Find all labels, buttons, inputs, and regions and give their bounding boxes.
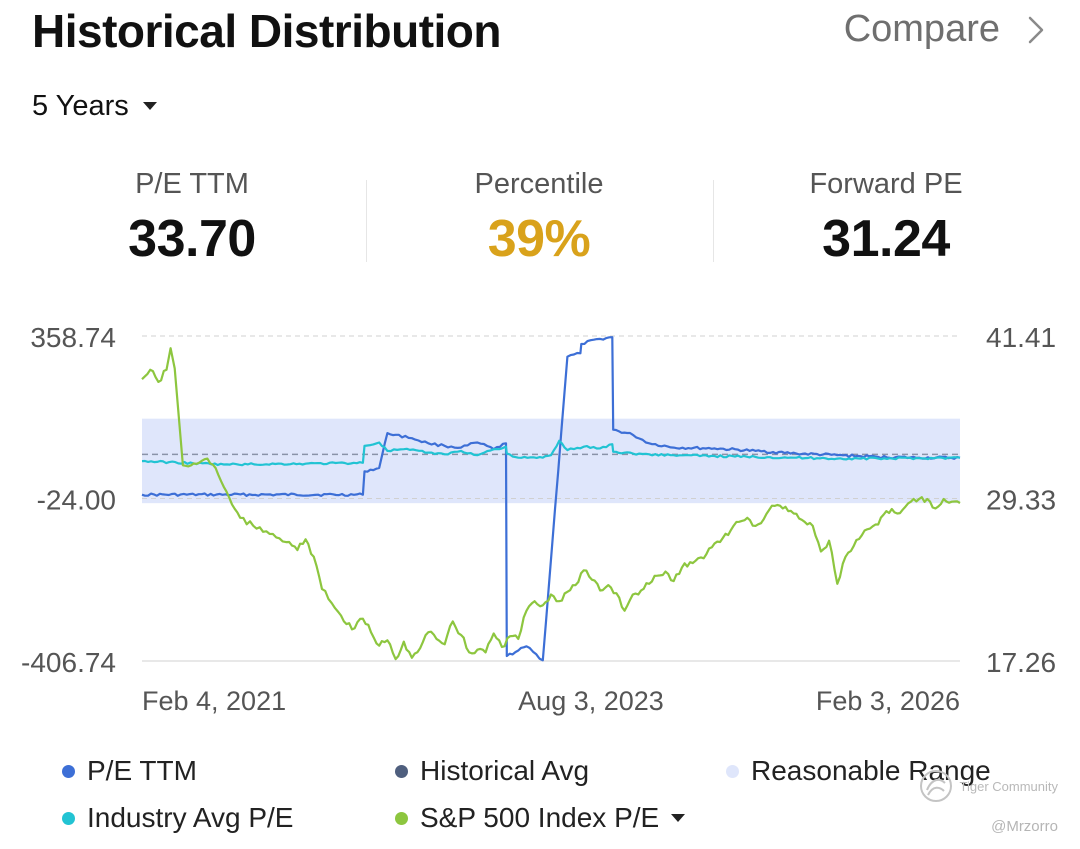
period-dropdown[interactable]: 5 Years (32, 90, 157, 123)
legend-item-reasonable-range[interactable]: Reasonable Range (726, 755, 991, 787)
y-left-tick-label: -24.00 (37, 485, 116, 516)
legend: P/E TTM Historical Avg Reasonable Range … (0, 745, 1080, 845)
caret-down-icon[interactable] (671, 813, 686, 823)
tiger-logo-icon (919, 770, 952, 802)
legend-label: P/E TTM (87, 755, 197, 786)
reasonable-range-band (142, 418, 960, 504)
y-right-tick-label: 41.41 (986, 322, 1056, 353)
legend-item-sp500[interactable]: S&P 500 Index P/E (395, 802, 686, 834)
metric-label: Forward PE (809, 168, 963, 200)
metric-divider (713, 180, 714, 262)
y-left-tick-label: 358.74 (30, 322, 116, 353)
metric-label: P/E TTM (135, 168, 249, 200)
metric-forward-pe: Forward PE 31.24 (706, 168, 1066, 269)
y-left-tick-label: -406.74 (21, 647, 116, 678)
x-tick-label: Feb 3, 2026 (816, 686, 960, 716)
legend-label: Reasonable Range (751, 755, 991, 786)
compare-label: Compare (843, 8, 1000, 50)
legend-label: Industry Avg P/E (87, 802, 294, 833)
watermark: Tiger Community (918, 768, 1058, 804)
x-tick-label: Feb 4, 2021 (142, 686, 286, 716)
legend-dot (395, 764, 408, 778)
metric-pe-ttm: P/E TTM 33.70 (12, 168, 372, 269)
sp500-line (141, 347, 961, 661)
legend-label: Historical Avg (420, 755, 590, 786)
legend-dot (62, 764, 75, 778)
legend-item-pe-ttm[interactable]: P/E TTM (62, 755, 197, 787)
watermark-handle: @Mrzorro (991, 818, 1058, 835)
page-title: Historical Distribution (32, 5, 501, 57)
x-tick-label: Aug 3, 2023 (518, 686, 664, 716)
y-right-tick-label: 29.33 (986, 485, 1056, 516)
metric-value: 39% (487, 210, 591, 268)
metric-percentile: Percentile 39% (359, 168, 719, 269)
metric-divider (366, 180, 367, 262)
compare-button[interactable]: Compare (844, 8, 1044, 51)
legend-dot (62, 811, 75, 825)
legend-label: S&P 500 Index P/E (420, 802, 660, 833)
caret-down-icon (142, 102, 157, 110)
pe-chart[interactable]: 358.74 -24.00 -406.74 41.41 29.33 17.26 Feb 4,… (0, 300, 1080, 730)
metric-value: 31.24 (822, 210, 950, 268)
legend-item-historical-avg[interactable]: Historical Avg (395, 755, 589, 787)
legend-item-industry-avg[interactable]: Industry Avg P/E (62, 802, 294, 834)
metric-value: 33.70 (128, 210, 256, 268)
watermark-brand: Tiger Community (959, 778, 1058, 794)
legend-dot (726, 764, 739, 778)
metrics-row: P/E TTM 33.70 Percentile 39% Forward PE … (0, 168, 1080, 278)
pe-ttm-line (141, 336, 961, 662)
industry-avg-line (141, 439, 961, 467)
period-selected: 5 Years (32, 90, 129, 122)
chevron-right-icon (1028, 16, 1044, 43)
legend-dot (395, 811, 408, 825)
metric-label: Percentile (474, 168, 604, 200)
y-right-tick-label: 17.26 (986, 647, 1056, 678)
